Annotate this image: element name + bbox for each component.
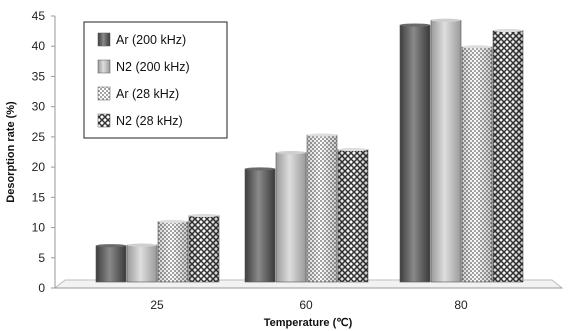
bar-shading [493, 30, 523, 282]
y-tick-label: 40 [32, 39, 46, 53]
bar-shading [338, 149, 368, 282]
bar-shading [189, 215, 219, 282]
x-tick-label: 60 [299, 298, 313, 312]
x-tick-label: 25 [150, 298, 164, 312]
bar-cap [338, 147, 368, 152]
y-tick-label: 30 [32, 100, 46, 114]
bar-n2-200-khz--25 [126, 244, 158, 283]
y-tick-label: 10 [32, 221, 46, 235]
x-tick-label: 80 [454, 298, 468, 312]
bar-cap [307, 133, 337, 137]
y-tick-label: 15 [32, 190, 46, 204]
bar-cap [96, 244, 126, 248]
bar-ar-200-khz--80 [399, 24, 431, 283]
legend-swatch [97, 86, 111, 101]
legend-label: N2 (28 kHz) [116, 114, 183, 128]
y-ticks: 0 5 10 15 20 25 30 35 40 45 [32, 9, 55, 295]
y-tick-label: 35 [32, 69, 46, 83]
bar-cap [276, 151, 306, 155]
legend-swatch [97, 32, 111, 47]
x-axis-title: Temperature (℃) [264, 317, 353, 329]
bar-cap [127, 243, 157, 247]
legend-swatch [97, 113, 111, 128]
y-tick-label: 0 [38, 281, 45, 295]
legend: Ar (200 kHz) N2 (200 kHz) Ar (28 kHz) N2 (2… [83, 21, 228, 139]
y-tick-label: 45 [32, 9, 46, 23]
bar-shading [462, 46, 492, 283]
bar-shading [158, 221, 188, 282]
bar-ar-200-khz--60 [244, 168, 276, 283]
x-ticks: 25 60 80 [150, 298, 468, 312]
bar-n2-200-khz--80 [430, 19, 462, 283]
bar-cap [493, 28, 523, 33]
bar-cap [158, 219, 188, 224]
y-tick-label: 25 [32, 130, 46, 144]
legend-label: Ar (28 kHz) [116, 87, 179, 101]
y-tick-label: 20 [32, 160, 46, 174]
bar-ar-200-khz--25 [95, 245, 127, 283]
bar-cap [189, 213, 219, 218]
bar-n2-200-khz--60 [275, 152, 307, 283]
legend-label: N2 (200 kHz) [116, 60, 190, 74]
y-tick-label: 5 [38, 251, 45, 265]
bar-cap [245, 167, 275, 171]
bar-cap [462, 45, 492, 49]
legend-label: Ar (200 kHz) [116, 33, 186, 47]
bar-cap [431, 18, 461, 22]
bar-cap [400, 23, 430, 27]
bar-shading [307, 135, 337, 282]
bars [95, 18, 524, 283]
y-axis-title: Desorption rate (%) [5, 101, 17, 203]
legend-swatch [97, 59, 111, 74]
